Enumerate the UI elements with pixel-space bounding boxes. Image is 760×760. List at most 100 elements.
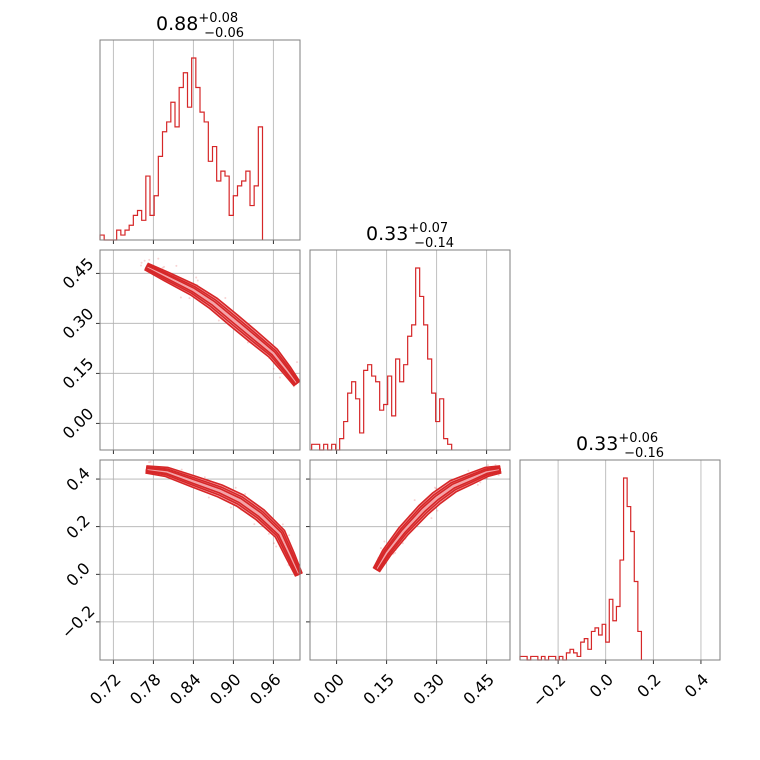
panel-border <box>99 459 301 661</box>
sample-point <box>401 542 404 545</box>
y-tick-label: 0.0 <box>62 559 93 590</box>
sample-point <box>140 261 143 264</box>
sample-point <box>244 493 247 496</box>
y-tick-label: 0.30 <box>59 304 98 343</box>
x-tick-label: 0.00 <box>309 670 348 709</box>
sample-point <box>433 486 436 489</box>
contour-panel-0-1 <box>96 249 301 454</box>
sample-point <box>379 547 382 550</box>
title-plus: +0.07 <box>408 221 448 236</box>
sample-point <box>434 487 437 490</box>
sample-point <box>383 540 386 543</box>
sample-point <box>486 464 489 467</box>
sample-point <box>140 264 143 267</box>
sample-point <box>275 545 278 548</box>
sample-point <box>196 279 199 282</box>
y-tick-label: −0.2 <box>58 602 99 643</box>
title-minus: −0.14 <box>414 236 454 251</box>
x-tick-label: 0.45 <box>459 670 498 709</box>
title-minus: −0.06 <box>204 26 244 41</box>
sample-point <box>224 296 227 299</box>
histogram-panel-1: 0.33+0.07 −0.14 <box>309 221 511 454</box>
histogram-title: 0.33+0.07 −0.14 <box>366 221 454 251</box>
contour-panel-1-2 <box>306 459 511 664</box>
sample-point <box>281 523 284 526</box>
sample-point <box>479 481 482 484</box>
contour-mid <box>145 466 302 577</box>
sample-point <box>467 469 470 472</box>
sample-point <box>253 523 256 526</box>
title-median: 0.33 <box>576 433 618 455</box>
x-tick-label: −0.2 <box>528 670 569 711</box>
y-tick-label: 0.2 <box>62 511 93 542</box>
x-tick-label: 0.2 <box>633 670 664 701</box>
sample-point <box>413 499 416 502</box>
panel-background <box>310 250 510 450</box>
histogram-panel-0: 0.88+0.08 −0.06 <box>99 11 301 244</box>
sample-point <box>234 486 237 489</box>
sample-point <box>229 506 232 509</box>
panel-background <box>310 460 510 660</box>
histogram-series <box>519 477 643 661</box>
sample-point <box>188 297 191 300</box>
sample-point <box>203 476 206 479</box>
contour-mid <box>373 466 502 572</box>
x-tick-label: 0.96 <box>246 670 285 709</box>
sample-point <box>494 464 497 467</box>
sample-point <box>278 376 281 379</box>
y-tick-label: 0.45 <box>59 254 98 293</box>
contour-inner <box>145 264 299 386</box>
sample-point <box>217 319 220 322</box>
sample-point <box>436 509 439 512</box>
panel-border <box>519 459 721 661</box>
sample-point <box>143 259 146 262</box>
sample-point <box>179 296 182 299</box>
sample-point <box>246 341 249 344</box>
sample-point <box>476 483 479 486</box>
x-tick-label: 0.0 <box>586 670 617 701</box>
title-minus: −0.16 <box>624 446 664 461</box>
sample-point <box>272 542 275 545</box>
title-median: 0.88 <box>156 13 198 35</box>
panel-background <box>100 460 300 660</box>
sample-point <box>148 258 151 261</box>
panel-border <box>99 39 301 241</box>
sample-point <box>296 361 299 364</box>
histogram-title: 0.88+0.08 −0.06 <box>156 11 244 41</box>
histogram-series <box>99 57 264 241</box>
title-plus: +0.08 <box>198 11 238 26</box>
sample-point <box>430 517 433 520</box>
panel-border <box>99 249 301 451</box>
panel-background <box>100 40 300 240</box>
x-tick-label: 0.30 <box>409 670 448 709</box>
contour-outer <box>372 465 502 573</box>
y-tick-label: 0.4 <box>62 463 93 494</box>
sample-point <box>207 496 210 499</box>
x-tick-label: 0.4 <box>681 670 712 701</box>
sample-point <box>195 276 198 279</box>
panel-border <box>309 249 511 451</box>
sample-point <box>148 461 151 464</box>
title-median: 0.33 <box>366 223 408 245</box>
contour-panel-0-2 <box>96 459 303 664</box>
contour-inner <box>374 467 502 572</box>
sample-point <box>267 532 270 535</box>
sample-point <box>180 468 183 471</box>
sample-point <box>163 265 166 268</box>
x-tick-label: 0.78 <box>126 670 165 709</box>
x-tick-label: 0.84 <box>166 670 205 709</box>
y-tick-label: 0.15 <box>59 354 98 393</box>
histogram-panel-2: 0.33+0.06 −0.16 <box>519 431 721 664</box>
x-tick-label: 0.90 <box>206 670 245 709</box>
contour-mid <box>144 263 300 386</box>
sample-point <box>161 266 164 269</box>
sample-point <box>157 257 160 260</box>
panel-border <box>309 459 511 661</box>
y-tick-label: 0.00 <box>59 404 98 443</box>
sample-point <box>149 460 152 463</box>
sample-point <box>288 534 291 537</box>
sample-point <box>394 551 397 554</box>
sample-point <box>497 473 500 476</box>
histogram-title: 0.33+0.06 −0.16 <box>576 431 664 461</box>
